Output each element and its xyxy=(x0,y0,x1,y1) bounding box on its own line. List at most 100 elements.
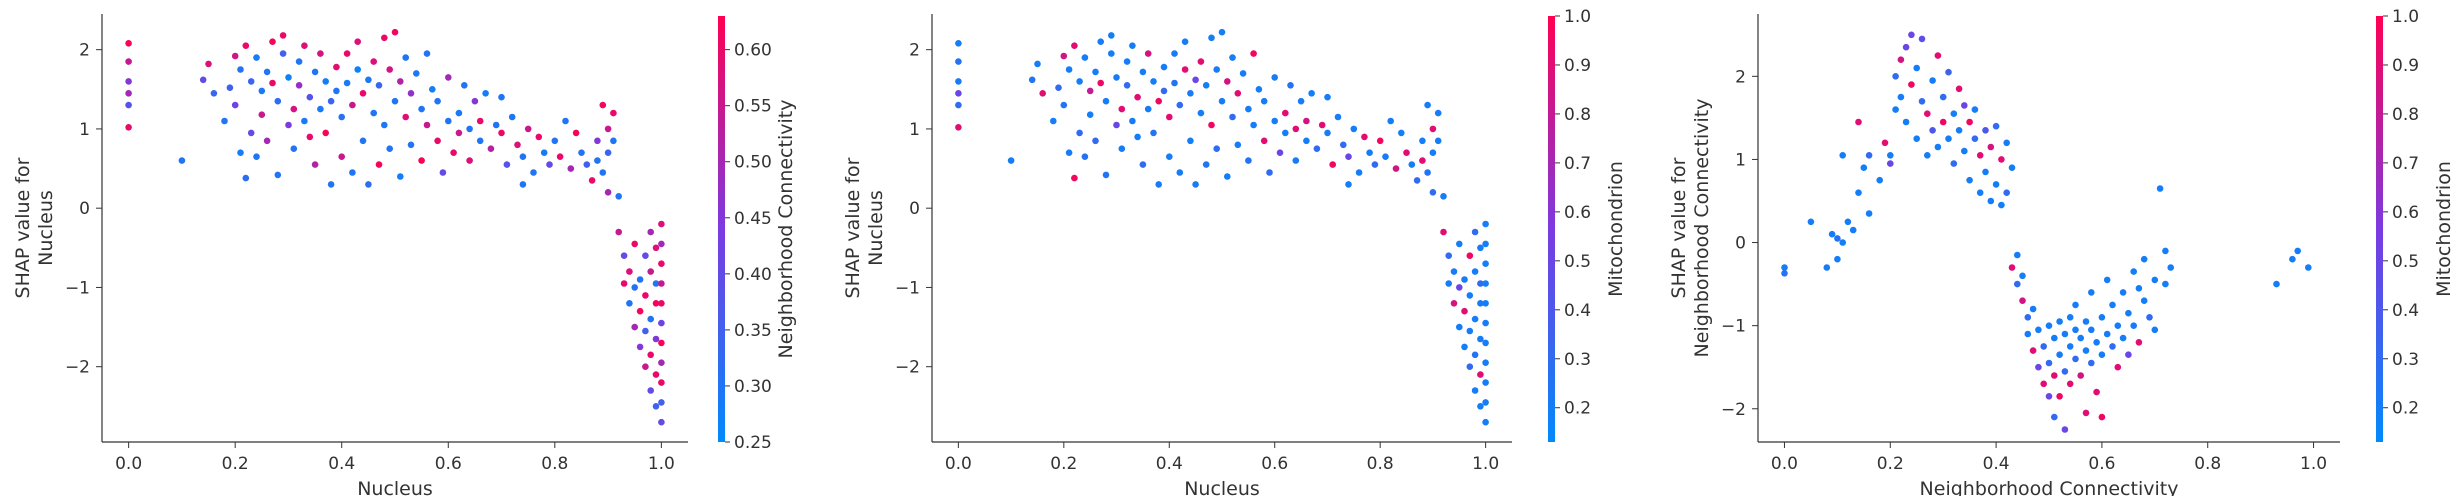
data-point xyxy=(1218,97,1226,105)
data-point xyxy=(375,82,383,89)
data-point xyxy=(1934,52,1942,59)
data-point xyxy=(1466,292,1474,299)
data-point xyxy=(349,101,356,109)
data-point xyxy=(1208,34,1215,42)
data-point xyxy=(1329,161,1336,168)
data-point xyxy=(599,101,607,109)
data-point xyxy=(2072,301,2079,309)
data-point xyxy=(322,129,330,137)
data-point xyxy=(1034,60,1041,68)
data-point xyxy=(418,105,425,113)
data-point xyxy=(1139,161,1147,168)
data-point xyxy=(1287,82,1294,89)
data-point xyxy=(2077,334,2084,342)
data-point xyxy=(1176,101,1184,109)
data-point xyxy=(1181,66,1189,73)
data-point xyxy=(237,66,244,73)
data-point xyxy=(1028,76,1036,84)
data-point xyxy=(1482,280,1489,287)
colorbar: 0.2 0.3 0.4 0.5 0.6 0.7 0.8 0.9 1.0 Mitochondrion xyxy=(1548,7,1627,442)
data-point xyxy=(519,181,527,188)
data-point xyxy=(1113,74,1120,81)
data-point xyxy=(2273,280,2280,288)
data-point xyxy=(1218,28,1226,36)
data-point xyxy=(615,193,622,200)
colorbar-gradient xyxy=(1548,16,1555,442)
data-point xyxy=(2066,343,2074,350)
data-point xyxy=(1313,145,1321,152)
data-point xyxy=(498,93,505,101)
data-point xyxy=(1834,255,1841,263)
data-point xyxy=(1466,363,1474,371)
data-point xyxy=(2305,264,2312,271)
colorbar-tick-label: 1.0 xyxy=(2392,7,2419,27)
x-tick-label: 1.0 xyxy=(648,454,675,474)
data-point xyxy=(290,145,298,152)
data-point xyxy=(1350,125,1358,133)
data-point xyxy=(397,173,404,180)
data-point xyxy=(2035,363,2042,371)
data-point xyxy=(583,161,591,168)
data-point xyxy=(2088,326,2095,334)
data-point xyxy=(1823,264,1831,271)
data-point xyxy=(487,145,495,152)
data-point xyxy=(279,50,287,57)
y-tick-label: 1 xyxy=(909,120,920,140)
data-point xyxy=(1303,137,1310,145)
data-point xyxy=(578,149,585,156)
data-point xyxy=(1456,240,1463,248)
data-point xyxy=(1060,52,1068,60)
y-tick-label: 1 xyxy=(1735,150,1746,170)
data-point xyxy=(1123,58,1131,65)
data-point xyxy=(1202,161,1210,168)
data-point xyxy=(2024,330,2032,338)
data-point xyxy=(1482,399,1489,406)
data-point xyxy=(1129,117,1136,125)
y-axis-label: SHAP value forNeighborhood Connectivity xyxy=(1668,99,1713,358)
data-point xyxy=(2130,322,2137,330)
data-point xyxy=(1076,78,1083,85)
data-point xyxy=(1224,173,1231,180)
data-point xyxy=(1392,165,1400,172)
data-point xyxy=(1297,97,1305,105)
data-point xyxy=(1086,111,1094,118)
data-point xyxy=(658,220,665,228)
data-point xyxy=(311,161,319,168)
data-point xyxy=(620,280,628,287)
data-point xyxy=(1849,226,1857,234)
data-point xyxy=(1007,157,1015,164)
colorbar: 0.2 0.3 0.4 0.5 0.6 0.7 0.8 0.9 1.0 Mitochondrion xyxy=(2376,7,2455,442)
data-point xyxy=(1466,327,1474,335)
data-point xyxy=(1445,252,1452,259)
data-point xyxy=(1065,66,1073,73)
data-point xyxy=(455,109,463,117)
data-point xyxy=(1461,343,1468,351)
x-tick-label: 0.0 xyxy=(1771,454,1798,474)
data-point xyxy=(1440,193,1447,200)
data-point xyxy=(2119,289,2127,296)
data-point xyxy=(2088,289,2095,296)
data-point xyxy=(1118,145,1126,152)
data-point xyxy=(1445,280,1452,287)
data-point xyxy=(1998,156,2005,163)
data-point xyxy=(652,371,660,378)
colorbar-label: Mitochondrion xyxy=(2433,161,2455,297)
data-point xyxy=(434,137,441,145)
data-point xyxy=(1461,307,1468,315)
data-point xyxy=(1924,110,1931,117)
y-tick-label: 0 xyxy=(909,199,920,219)
data-point xyxy=(2008,164,2016,171)
data-point xyxy=(631,323,638,331)
data-point xyxy=(1471,351,1479,359)
data-point xyxy=(2003,139,2010,147)
data-point xyxy=(610,109,617,117)
data-point xyxy=(1939,118,1947,126)
data-point xyxy=(1324,129,1331,137)
data-point xyxy=(1434,109,1442,117)
data-point xyxy=(221,117,228,125)
data-point xyxy=(652,403,660,410)
y-tick-label: −2 xyxy=(65,358,90,378)
data-point xyxy=(210,90,218,97)
data-point xyxy=(1992,122,2000,130)
data-point xyxy=(178,157,186,164)
